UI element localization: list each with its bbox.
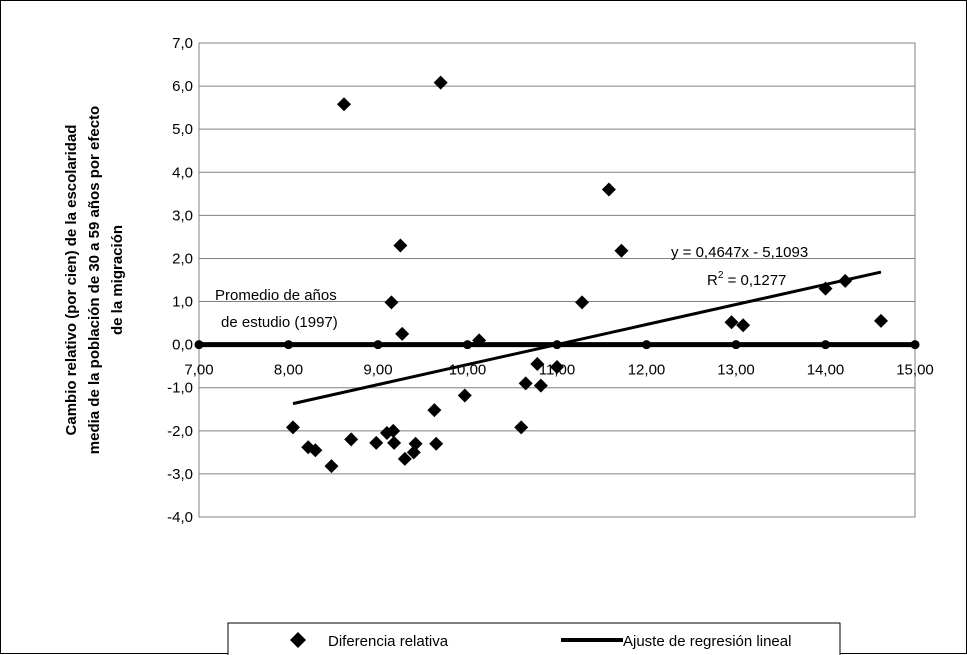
- reference-label-line1: Promedio de años: [215, 287, 337, 304]
- data-point: [614, 243, 629, 258]
- data-point: [550, 360, 564, 375]
- x-tick-label: 8,00: [274, 362, 303, 379]
- x-tick-label: 12,00: [628, 362, 666, 379]
- data-point: [386, 423, 401, 438]
- x-tick-label: 15,00: [896, 362, 934, 379]
- y-tick-label: 7,0: [172, 35, 193, 52]
- data-point: [533, 378, 548, 393]
- x-tick-label: 13,00: [717, 362, 755, 379]
- data-point: [397, 451, 412, 466]
- data-point: [324, 459, 339, 474]
- data-point: [308, 443, 323, 458]
- regression-line: [292, 270, 882, 406]
- y-tick-labels: -4,0 -3,0 -2,0 -1,0 0,0 1,0 2,0 3,0 4,0 5,0 6,0 7,0: [167, 35, 193, 526]
- x-tick-marker: [821, 340, 830, 350]
- y-tick-label: -3,0: [167, 466, 193, 483]
- legend-label-points: Diferencia relativa: [328, 633, 449, 650]
- x-tick-marker: [731, 340, 741, 350]
- data-points: [285, 75, 888, 474]
- legend-label-fit: Ajuste de regresión lineal: [623, 633, 791, 650]
- legend-diamond-icon: [290, 632, 306, 648]
- reference-label-line2: de estudio (1997): [221, 314, 338, 331]
- y-tick-label: 0,0: [172, 337, 193, 354]
- data-point: [514, 420, 529, 435]
- data-point: [393, 238, 408, 253]
- data-point: [530, 357, 545, 372]
- x-tick-marker: [373, 340, 383, 350]
- data-point: [433, 75, 448, 90]
- data-point: [724, 315, 739, 330]
- y-tick-label: 2,0: [172, 250, 193, 267]
- data-point: [575, 295, 590, 310]
- x-tick-marker: [194, 340, 204, 350]
- x-tick-label: 7,00: [184, 362, 213, 379]
- y-axis-label: Cambio relativo (por cien) de la escolar…: [63, 106, 126, 454]
- data-point: [518, 376, 533, 391]
- y-axis-label-line2: media de la población de 30 a 59 años po…: [86, 106, 103, 454]
- data-point: [395, 326, 410, 341]
- x-tick-label: 14,00: [807, 362, 845, 379]
- y-axis-label-line1: Cambio relativo (por cien) de la escolar…: [63, 125, 80, 436]
- legend-box: [227, 622, 841, 655]
- x-tick-marker: [463, 340, 472, 350]
- x-tick-marker: [910, 340, 920, 350]
- y-tick-label: 6,0: [172, 78, 193, 95]
- data-point: [601, 182, 616, 197]
- y-tick-label: 4,0: [172, 164, 193, 181]
- plot-area: [198, 42, 916, 518]
- data-point: [369, 435, 384, 450]
- x-tick-labels: 7,008,009,0010,0011,0012,0013,0014,0015,…: [184, 362, 933, 379]
- legend: Diferencia relativa Ajuste de regresión …: [227, 622, 841, 655]
- y-tick-label: -1,0: [167, 380, 193, 397]
- x-tick-label: 9,00: [363, 362, 392, 379]
- r-squared-label: R2 = 0,1277: [707, 270, 786, 289]
- r2-prefix: R: [707, 272, 718, 289]
- data-point: [429, 436, 444, 451]
- data-point: [336, 97, 351, 112]
- y-tick-label: 1,0: [172, 294, 193, 311]
- data-point: [736, 318, 751, 333]
- data-point: [427, 403, 442, 418]
- data-point: [472, 333, 487, 348]
- y-tick-label: -2,0: [167, 423, 193, 440]
- y-tick-label: -4,0: [167, 509, 193, 526]
- y-tick-label: 3,0: [172, 207, 193, 224]
- data-point: [457, 388, 472, 403]
- y-axis-label-line3: de la migración: [109, 225, 126, 335]
- data-point: [384, 295, 399, 310]
- data-point: [387, 435, 402, 450]
- regression-equation: y = 0,4647x - 5,1093: [671, 244, 808, 261]
- data-point: [408, 436, 423, 451]
- x-tick-marker: [284, 340, 293, 350]
- x-tick-marker: [642, 340, 651, 350]
- data-point: [873, 313, 888, 328]
- data-point: [285, 420, 300, 435]
- data-point: [344, 432, 359, 447]
- regression-layer: [292, 270, 882, 406]
- r2-superscript: 2: [718, 270, 724, 281]
- y-tick-label: 5,0: [172, 121, 193, 138]
- r2-value: = 0,1277: [723, 272, 786, 289]
